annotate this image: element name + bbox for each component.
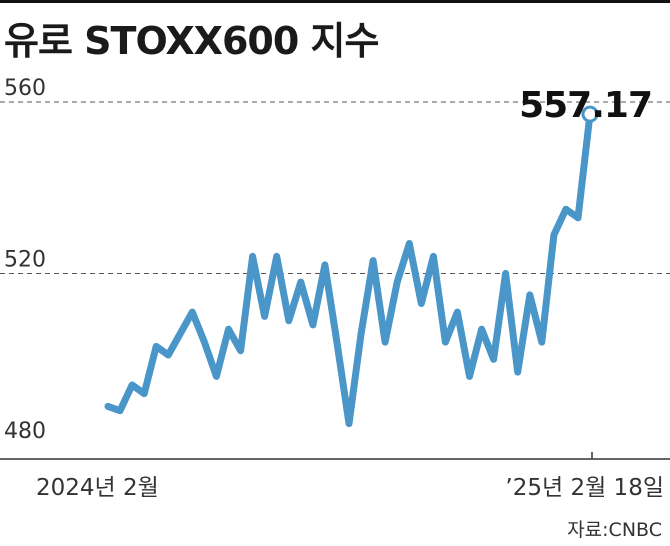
data-points: [107, 114, 591, 424]
y-tick-labels: 480 520 560: [4, 76, 46, 444]
y-tick-label: 560: [4, 76, 46, 101]
last-value-label: 557.17: [519, 85, 652, 126]
top-rule: [0, 0, 670, 3]
grid-lines: [0, 101, 670, 274]
series-line: [104, 110, 594, 428]
y-tick-label: 480: [4, 419, 46, 444]
last-point-marker: [581, 105, 599, 123]
x-end-label: ’25년 2월 18일: [505, 475, 664, 501]
x-start-label: 2024년 2월: [36, 475, 159, 501]
source-note: 자료:CNBC: [567, 519, 662, 541]
chart-title: 유로 STOXX600 지수: [4, 19, 379, 63]
y-tick-label: 520: [4, 248, 46, 273]
